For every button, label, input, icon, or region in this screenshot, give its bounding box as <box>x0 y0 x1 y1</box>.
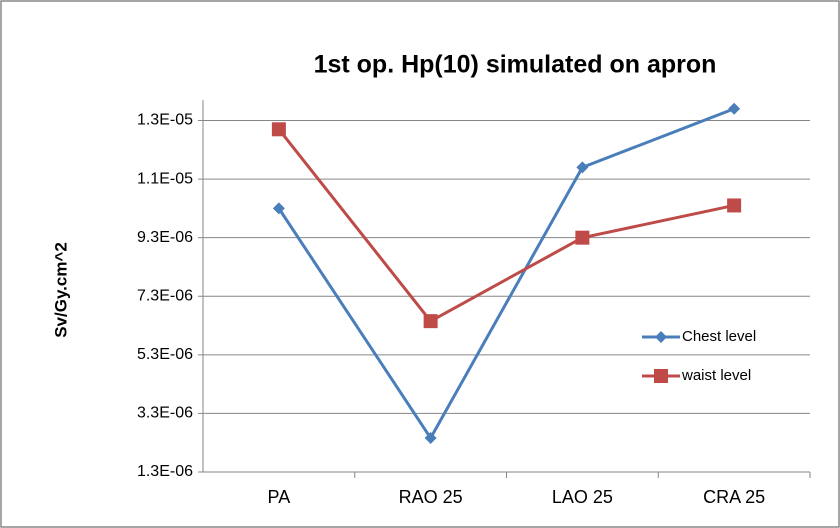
series-line <box>277 128 735 323</box>
data-point <box>271 122 286 137</box>
x-tick-label: CRA 25 <box>703 487 765 507</box>
data-point <box>576 161 589 174</box>
y-tick-label: 1.3E-06 <box>137 463 193 480</box>
y-axis-label: Sv/Gy.cm^2 <box>51 242 70 338</box>
data-point <box>424 432 437 445</box>
data-point <box>272 202 285 215</box>
data-point <box>727 198 742 213</box>
x-tick-label: PA <box>268 487 291 507</box>
data-point <box>728 102 741 115</box>
y-tick-label: 1.1E-05 <box>137 170 193 187</box>
x-tick-label: RAO 25 <box>399 487 463 507</box>
legend-marker <box>654 369 668 383</box>
legend-marker <box>655 331 667 343</box>
y-tick-label: 5.3E-06 <box>137 346 193 363</box>
legend-label: Chest level <box>682 328 756 345</box>
data-point <box>575 230 590 245</box>
y-tick-label: 7.3E-06 <box>137 287 193 304</box>
chart-title: 1st op. Hp(10) simulated on apron <box>314 51 717 79</box>
data-point <box>423 314 438 329</box>
y-tick-label: 9.3E-06 <box>137 229 193 246</box>
x-tick-label: LAO 25 <box>552 487 613 507</box>
legend-label: waist level <box>681 367 751 384</box>
y-tick-label: 1.3E-05 <box>137 112 193 129</box>
y-tick-label: 3.3E-06 <box>137 405 193 422</box>
series-line <box>277 107 735 440</box>
